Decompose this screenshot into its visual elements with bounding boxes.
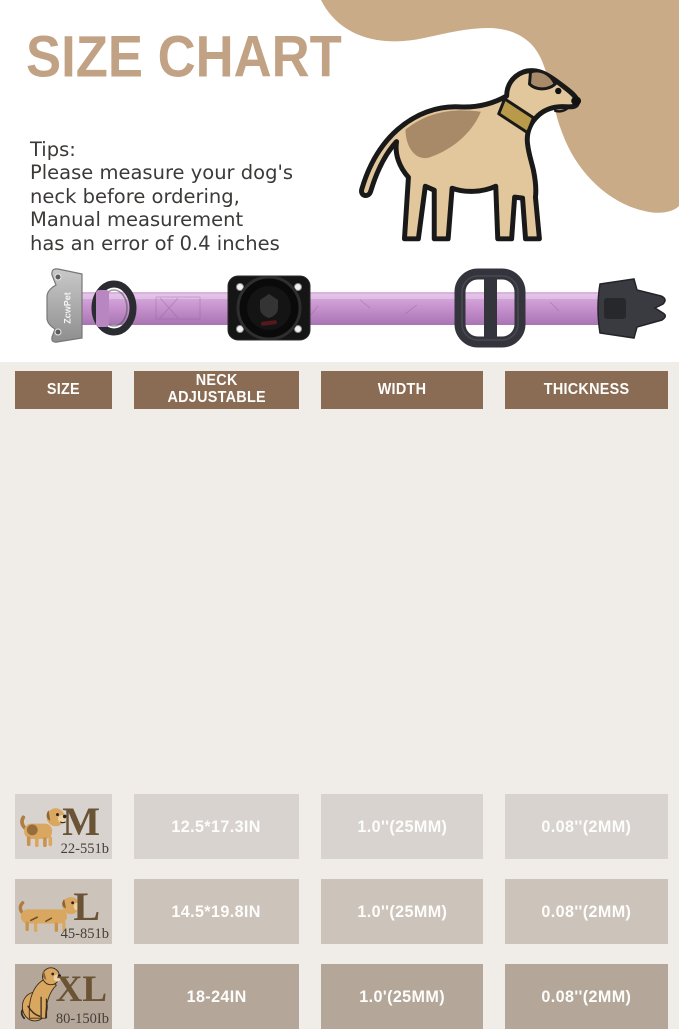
size-cell-xl: XL 80-150Ib — [15, 964, 112, 1029]
neck-value: 14.5*19.8IN — [134, 879, 299, 944]
collar-product-image: ZcwPet — [46, 268, 666, 348]
size-cell-l: L 45-851b — [15, 879, 112, 944]
width-value: 1.0''(25MM) — [321, 794, 483, 859]
thickness-value: 0.08''(2MM) — [505, 879, 668, 944]
thickness-value: 0.08''(2MM) — [505, 964, 668, 1029]
neck-value: 18-24IN — [134, 964, 299, 1029]
header-size: SIZE — [15, 371, 112, 409]
table-header-row: SIZE NECK ADJUSTABLE WIDTH THICKNESS — [15, 371, 668, 409]
d-ring — [91, 280, 137, 336]
header-thickness: THICKNESS — [505, 371, 668, 409]
width-value: 1.0''(25MM) — [321, 879, 483, 944]
corner-blob-shape — [321, 0, 679, 213]
thickness-value: 0.08''(2MM) — [505, 794, 668, 859]
emblem-icon — [260, 294, 278, 318]
width-value: 1.0'(25MM) — [321, 964, 483, 1029]
table-row-xl: XL 80-150Ib 18-24IN 1.0'(25MM) 0.08''(2M… — [15, 964, 668, 1029]
size-cell-m: M 22-551b — [15, 794, 112, 859]
left-buckle: ZcwPet — [46, 268, 83, 343]
brand-label: ZcwPet — [62, 292, 72, 324]
table-row-m: M 22-551b 12.5*17.3IN 1.0''(25MM) 0.08''… — [15, 794, 668, 859]
weight-range: 22-551b — [60, 841, 109, 857]
page-title: SIZE CHART — [26, 23, 342, 90]
header-width: WIDTH — [321, 371, 483, 409]
airtag-holder — [227, 275, 311, 341]
table-row-l: L 45-851b 14.5*19.8IN 1.0''(25MM) 0.08''… — [15, 879, 668, 944]
standing-dog-with-collar-icon — [359, 68, 582, 242]
neck-value: 12.5*17.3IN — [134, 794, 299, 859]
header-neck-adjustable: NECK ADJUSTABLE — [134, 371, 299, 409]
collar-strap — [72, 292, 612, 325]
weight-range: 80-150Ib — [55, 1011, 109, 1027]
size-label: XL — [55, 969, 107, 1010]
size-table: SIZE NECK ADJUSTABLE WIDTH THICKNESS — [15, 371, 668, 1029]
slider-buckle — [454, 268, 526, 348]
tips-text: Tips: Please measure your dog's neck bef… — [30, 138, 293, 255]
weight-range: 45-851b — [60, 926, 109, 942]
right-buckle — [597, 278, 666, 339]
